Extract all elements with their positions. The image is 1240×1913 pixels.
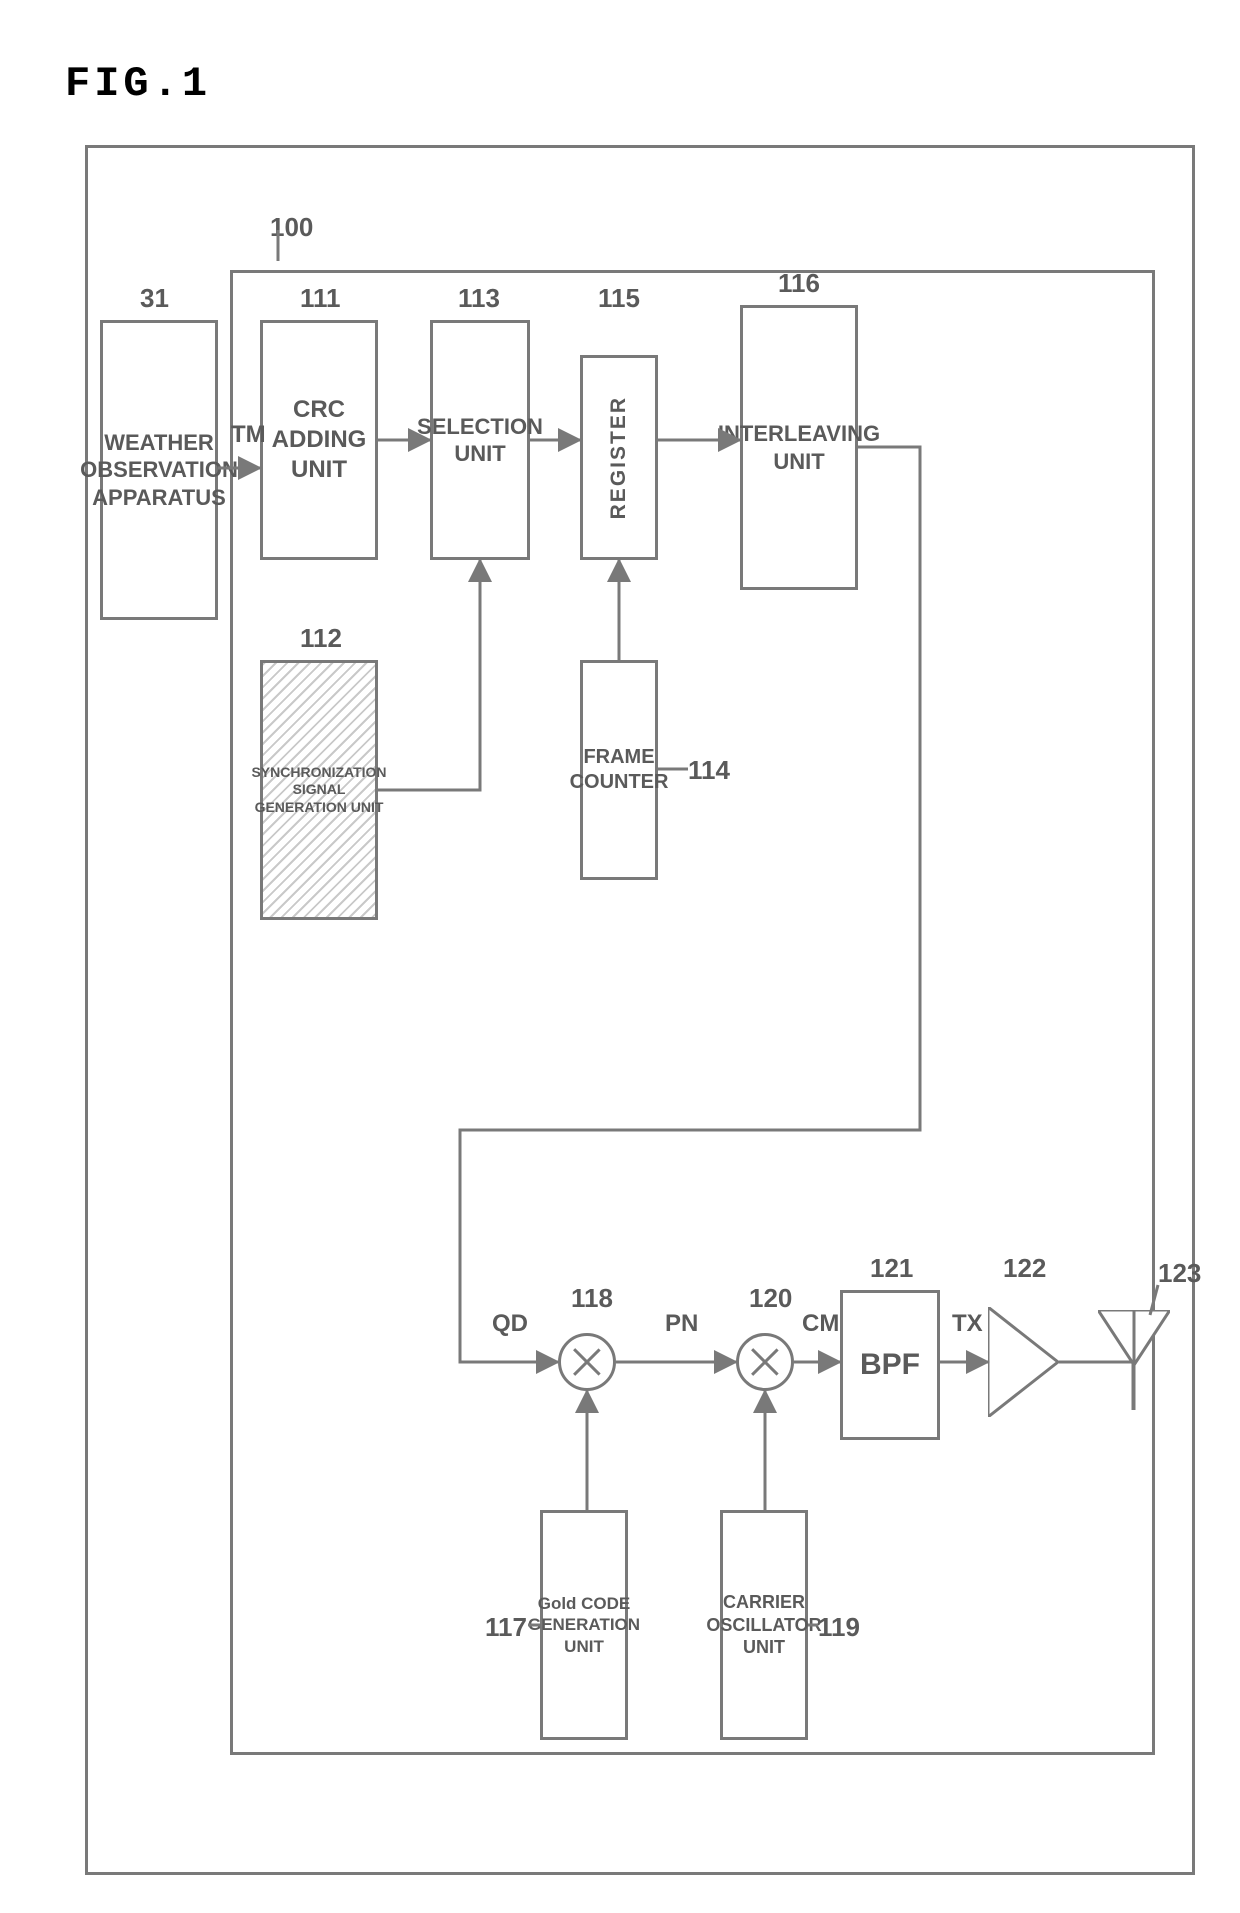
ref-112: 112: [300, 623, 342, 654]
block-weather: WEATHER OBSERVATION APPARATUS: [100, 320, 218, 620]
block-sync: SYNCHRONIZATION SIGNAL GENERATION UNIT: [260, 660, 378, 920]
diagram-canvas: FIG.1 100 WEATHER OBSERVATION APPARATUS …: [0, 0, 1240, 1913]
signal-CM: CM: [802, 1310, 839, 1338]
block-selection-text: SELECTION UNIT: [417, 413, 543, 468]
signal-TM: TM: [231, 421, 266, 449]
block-framecnt-text: FRAME COUNTER: [570, 745, 669, 795]
amplifier-icon: [988, 1307, 1058, 1417]
block-gold: Gold CODE GENERATION UNIT: [540, 1510, 628, 1740]
block-carrier: CARRIER OSCILLATOR UNIT: [720, 1510, 808, 1740]
ref-118: 118: [571, 1283, 613, 1314]
ref-116: 116: [778, 268, 820, 299]
ref-122: 122: [1003, 1253, 1046, 1284]
block-gold-text: Gold CODE GENERATION UNIT: [528, 1593, 640, 1657]
block-bpf-text: BPF: [860, 1346, 920, 1384]
ref-115: 115: [598, 283, 640, 314]
ref-123: 123: [1158, 1258, 1201, 1289]
mixer-120: [736, 1333, 794, 1391]
inner-frame-ref: 100: [270, 212, 313, 243]
block-interleave-text: INTERLEAVING UNIT: [718, 420, 880, 475]
ref-114: 114: [688, 755, 730, 786]
block-interleave: INTERLEAVING UNIT: [740, 305, 858, 590]
ref-117: 117: [485, 1612, 527, 1643]
block-weather-text: WEATHER OBSERVATION APPARATUS: [80, 429, 238, 512]
block-crc-text: CRC ADDING UNIT: [272, 395, 367, 485]
mixer-118: [558, 1333, 616, 1391]
ref-120: 120: [749, 1283, 792, 1314]
block-register-text: REGISTER: [606, 396, 632, 519]
block-carrier-text: CARRIER OSCILLATOR UNIT: [706, 1591, 821, 1659]
ref-31: 31: [140, 283, 169, 314]
ref-121: 121: [870, 1253, 913, 1284]
signal-PN: PN: [665, 1310, 698, 1338]
block-register: REGISTER: [580, 355, 658, 560]
ref-111: 111: [300, 283, 341, 314]
antenna-icon: [1098, 1310, 1170, 1420]
block-framecnt: FRAME COUNTER: [580, 660, 658, 880]
block-sync-text: SYNCHRONIZATION SIGNAL GENERATION UNIT: [249, 762, 388, 819]
block-selection: SELECTION UNIT: [430, 320, 530, 560]
signal-TX: TX: [952, 1310, 983, 1338]
ref-113: 113: [458, 283, 500, 314]
ref-119: 119: [818, 1612, 860, 1643]
block-crc: CRC ADDING UNIT: [260, 320, 378, 560]
block-bpf: BPF: [840, 1290, 940, 1440]
signal-QD: QD: [492, 1310, 528, 1338]
figure-title: FIG.1: [65, 60, 211, 108]
